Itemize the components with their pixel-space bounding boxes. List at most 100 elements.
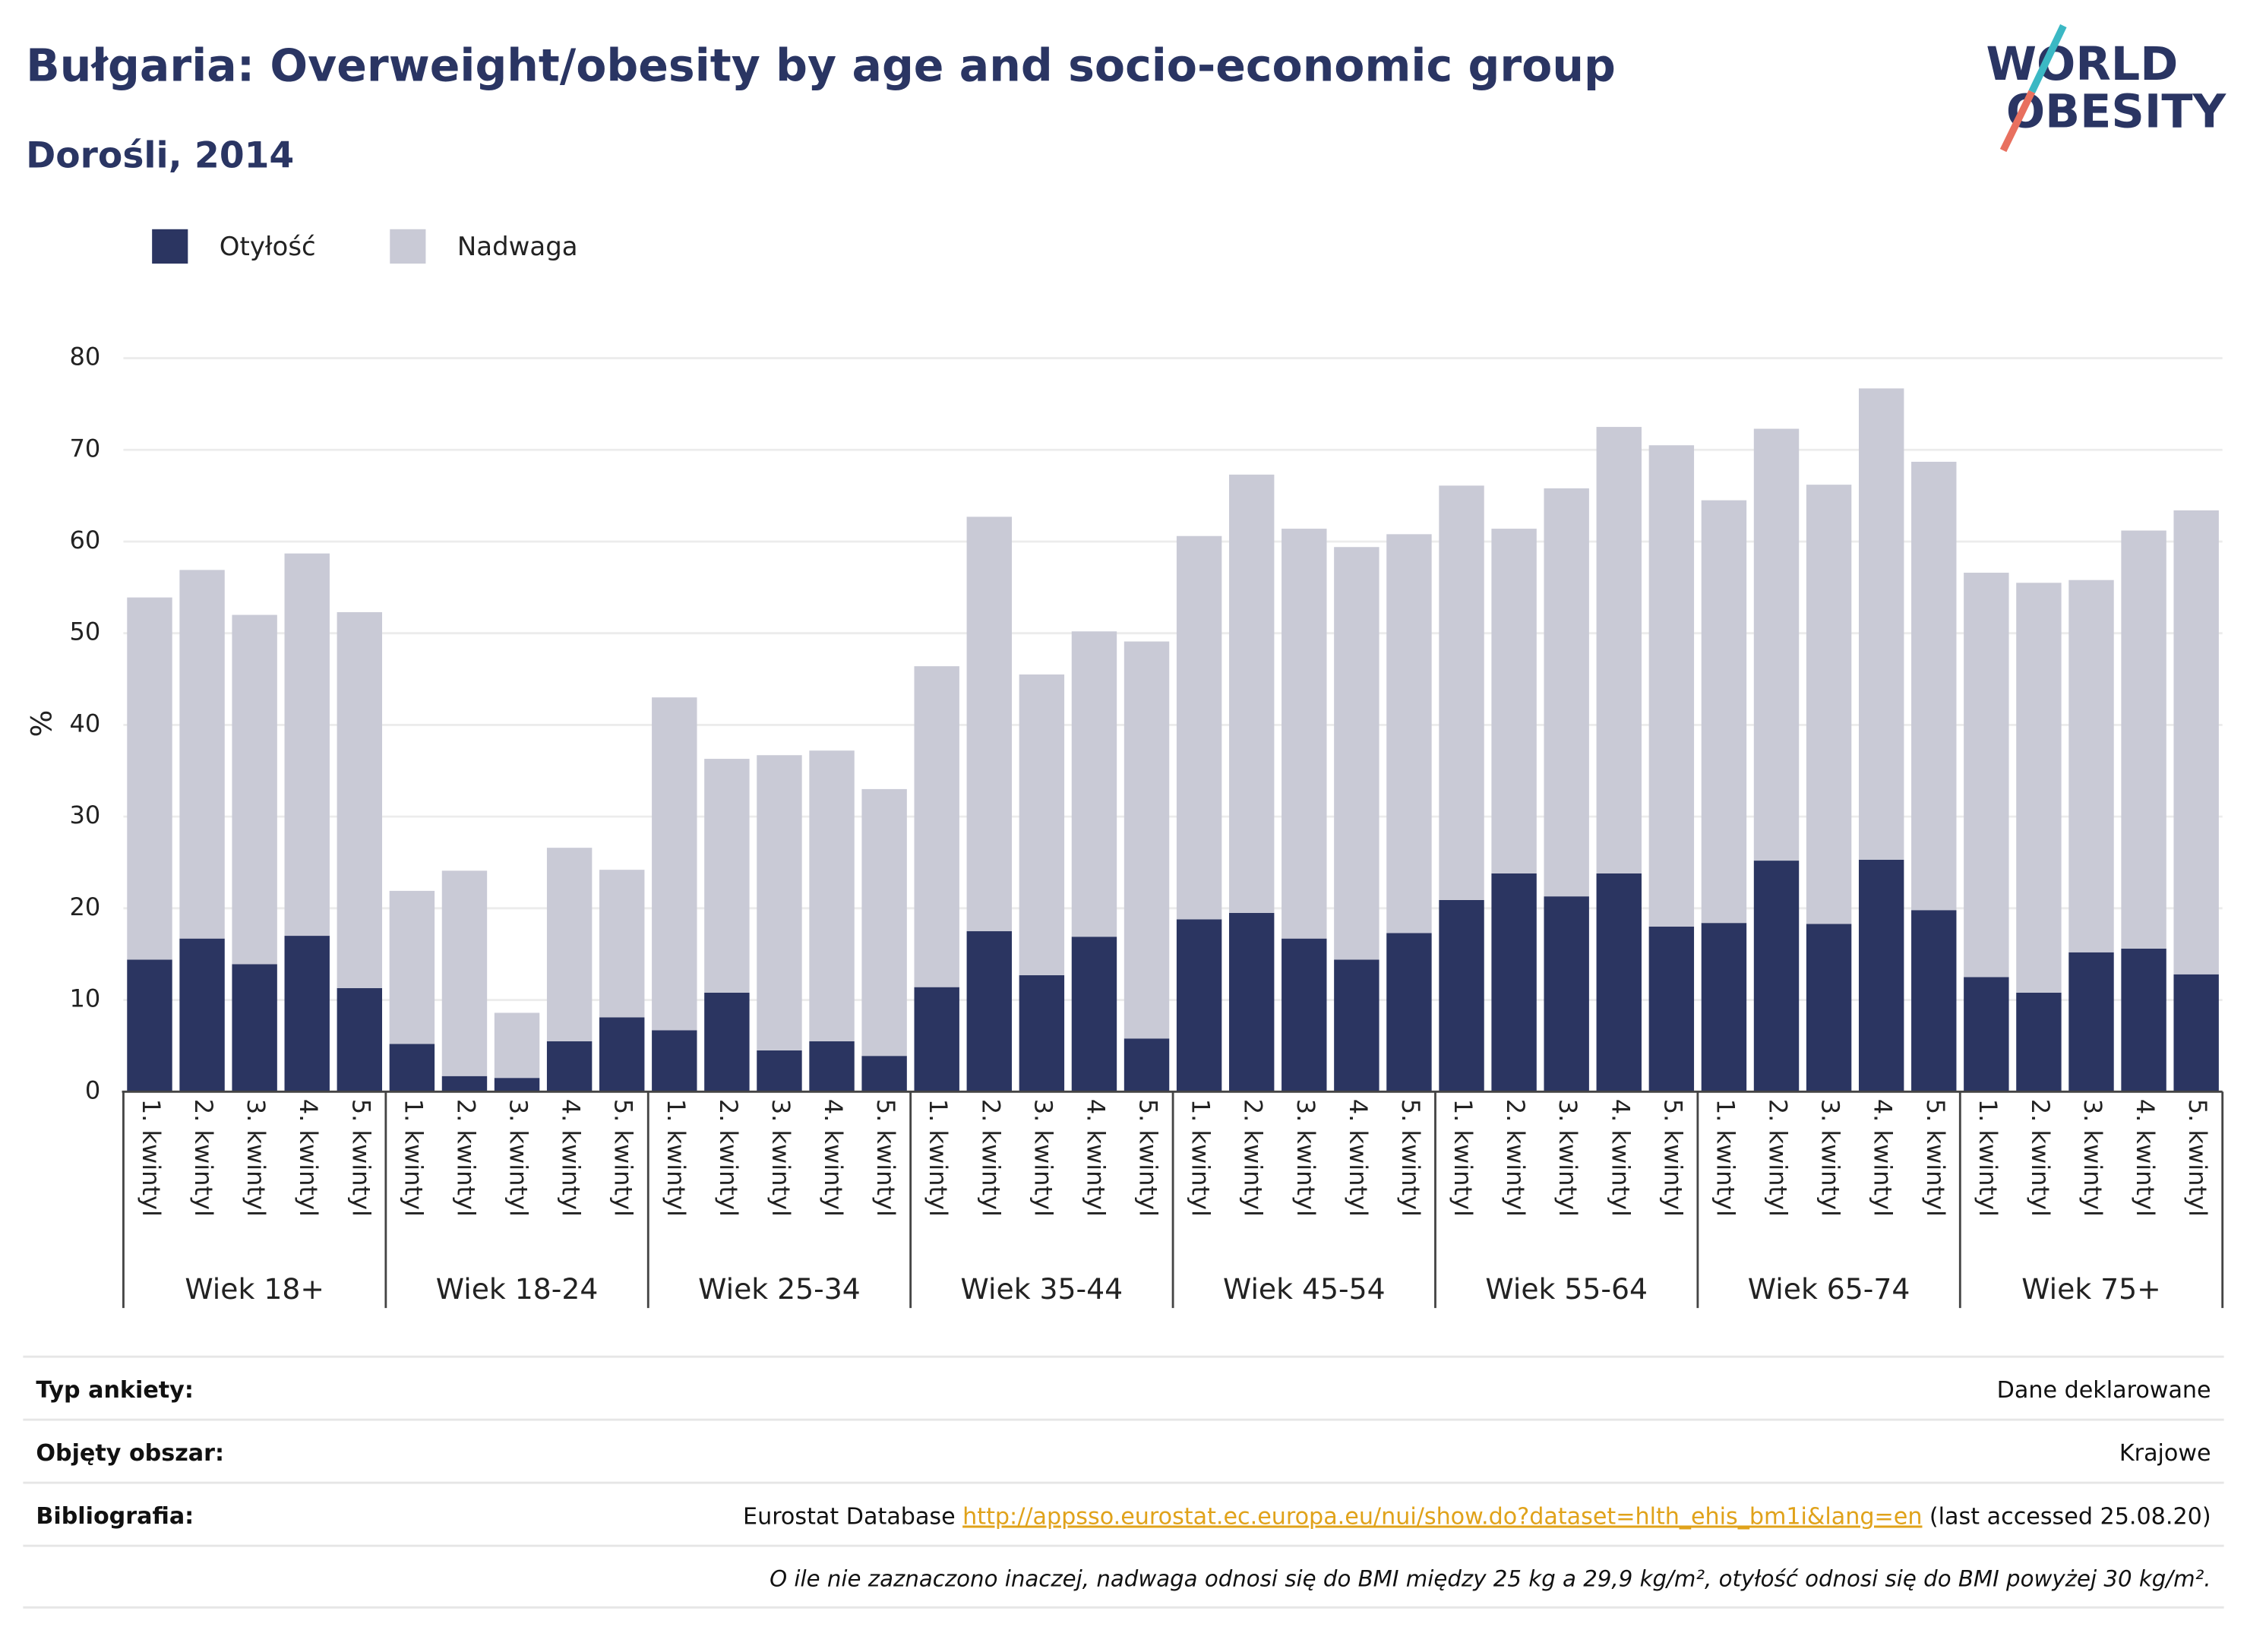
group-label: Wiek 25-34 bbox=[698, 1272, 861, 1306]
footer-label: Objęty obszar: bbox=[36, 1440, 224, 1467]
bar-segment bbox=[1176, 919, 1222, 1092]
bar-segment bbox=[127, 959, 172, 1092]
bar-segment bbox=[2016, 583, 2062, 993]
bar-segment bbox=[1124, 641, 1170, 1039]
bar-segment bbox=[127, 597, 172, 960]
bar-segment bbox=[232, 964, 277, 1092]
bar-segment bbox=[179, 570, 225, 939]
logo-slash bbox=[2028, 24, 2067, 93]
x-tick-label: 2. kwintyl bbox=[1764, 1099, 1793, 1217]
x-tick-label: 2. kwintyl bbox=[451, 1099, 480, 1217]
group-label: Wiek 35-44 bbox=[961, 1272, 1124, 1306]
x-tick-label: 1. kwintyl bbox=[1974, 1099, 2002, 1217]
bar-segment bbox=[494, 1078, 540, 1092]
bar-segment bbox=[1386, 534, 1432, 933]
chart-subtitle: Dorośli, 2014 bbox=[26, 134, 294, 176]
x-tick-label: 1. kwintyl bbox=[1449, 1099, 1477, 1217]
bar-segment bbox=[966, 931, 1012, 1092]
logo-text: OBESITY bbox=[2006, 85, 2227, 138]
footer-link[interactable]: http://appsso.eurostat.ec.europa.eu/nui/… bbox=[962, 1503, 1922, 1530]
x-tick-label: 5. kwintyl bbox=[1921, 1099, 1950, 1217]
y-tick-label: 10 bbox=[69, 984, 100, 1013]
bar-segment bbox=[1334, 959, 1379, 1092]
x-tick-label: 1. kwintyl bbox=[924, 1099, 953, 1217]
y-axis-label: % bbox=[24, 710, 58, 738]
x-tick-label: 3. kwintyl bbox=[504, 1099, 533, 1217]
y-tick-label: 20 bbox=[69, 892, 100, 921]
bar-segment bbox=[546, 1041, 593, 1092]
x-tick-label: 5. kwintyl bbox=[2183, 1099, 2212, 1217]
x-tick-label: 2. kwintyl bbox=[1501, 1099, 1530, 1217]
x-tick-label: 4. kwintyl bbox=[557, 1099, 586, 1217]
y-tick-label: 70 bbox=[69, 434, 100, 463]
bar-segment bbox=[1071, 937, 1117, 1092]
x-tick-label: 4. kwintyl bbox=[1344, 1099, 1373, 1217]
bar-segment bbox=[1282, 938, 1327, 1092]
footer-value: Dane deklarowane bbox=[1997, 1377, 2211, 1404]
bar-segment bbox=[1806, 485, 1852, 924]
bar-segment bbox=[232, 614, 277, 965]
x-tick-label: 1. kwintyl bbox=[1711, 1099, 1740, 1217]
bar-segment bbox=[757, 1050, 802, 1092]
bar-segment bbox=[389, 1044, 435, 1092]
footer-value: Eurostat Database http://appsso.eurostat.… bbox=[743, 1503, 2211, 1530]
bar-segment bbox=[914, 987, 959, 1092]
bar-segment bbox=[1753, 861, 1800, 1092]
x-tick-label: 4. kwintyl bbox=[294, 1099, 323, 1217]
footer-value: Krajowe bbox=[2119, 1440, 2211, 1467]
bar-segment bbox=[1596, 427, 1642, 873]
bar-segment bbox=[809, 750, 855, 1041]
bar-segment bbox=[441, 870, 488, 1076]
footer-label: Bibliografia: bbox=[36, 1503, 194, 1530]
x-tick-label: 3. kwintyl bbox=[1553, 1099, 1582, 1217]
bar-segment bbox=[1228, 912, 1275, 1092]
bar-segment bbox=[546, 848, 593, 1041]
bar-segment bbox=[2016, 992, 2062, 1092]
bar-segment bbox=[1491, 873, 1537, 1092]
x-tick-label: 4. kwintyl bbox=[1606, 1099, 1635, 1217]
logo-slash bbox=[1999, 90, 2036, 153]
y-tick-label: 30 bbox=[69, 801, 100, 829]
group-label: Wiek 18+ bbox=[185, 1272, 324, 1306]
footer: Typ ankiety: Dane deklarowane Objęty obsza… bbox=[23, 1355, 2224, 1609]
group-label: Wiek 65-74 bbox=[1748, 1272, 1910, 1306]
bar-segment bbox=[1753, 428, 1800, 861]
bar-segment bbox=[337, 987, 383, 1092]
bar-segment bbox=[2068, 580, 2114, 952]
group-label: Wiek 55-64 bbox=[1485, 1272, 1648, 1306]
x-tick-label: 4. kwintyl bbox=[1869, 1099, 1898, 1217]
bar-segment bbox=[1648, 445, 1695, 927]
bar-segment bbox=[1858, 859, 1904, 1092]
x-tick-label: 1. kwintyl bbox=[399, 1099, 428, 1217]
x-tick-label: 5. kwintyl bbox=[346, 1099, 375, 1217]
x-tick-label: 5. kwintyl bbox=[609, 1099, 638, 1217]
x-tick-label: 1. kwintyl bbox=[1187, 1099, 1215, 1217]
bar-segment bbox=[1648, 926, 1695, 1092]
legend-swatch bbox=[152, 229, 188, 264]
group-label: Wiek 75+ bbox=[2021, 1272, 2161, 1306]
y-tick-label: 80 bbox=[69, 343, 100, 371]
x-tick-label: 4. kwintyl bbox=[2131, 1099, 2160, 1217]
x-tick-label: 1. kwintyl bbox=[137, 1099, 166, 1217]
bar-segment bbox=[1701, 500, 1747, 924]
bar-segment bbox=[966, 516, 1012, 932]
bar-segment bbox=[1911, 461, 1957, 911]
legend-label: Otyłość bbox=[220, 232, 316, 262]
bar-segment bbox=[1071, 631, 1117, 937]
x-tick-label: 5. kwintyl bbox=[871, 1099, 900, 1217]
bar-segment bbox=[1964, 573, 2009, 978]
bar-segment bbox=[1596, 873, 1642, 1092]
bar-segment bbox=[914, 666, 959, 987]
plot: Otyłość Nadwaga 0 10 20 30 40 50 60 70 80 1. kwinty… bbox=[69, 229, 2224, 1309]
x-tick-label: 2. kwintyl bbox=[1239, 1099, 1268, 1217]
bar-segment bbox=[652, 1030, 697, 1092]
x-tick-label: 1. kwintyl bbox=[662, 1099, 691, 1217]
bar-segment bbox=[179, 938, 225, 1092]
bar-segment bbox=[809, 1041, 855, 1092]
y-tick-label: 40 bbox=[69, 709, 100, 738]
bar-segment bbox=[1544, 488, 1589, 897]
x-tick-label: 4. kwintyl bbox=[819, 1099, 848, 1217]
bar-segment bbox=[1282, 529, 1327, 939]
bar-segment bbox=[1491, 529, 1537, 873]
